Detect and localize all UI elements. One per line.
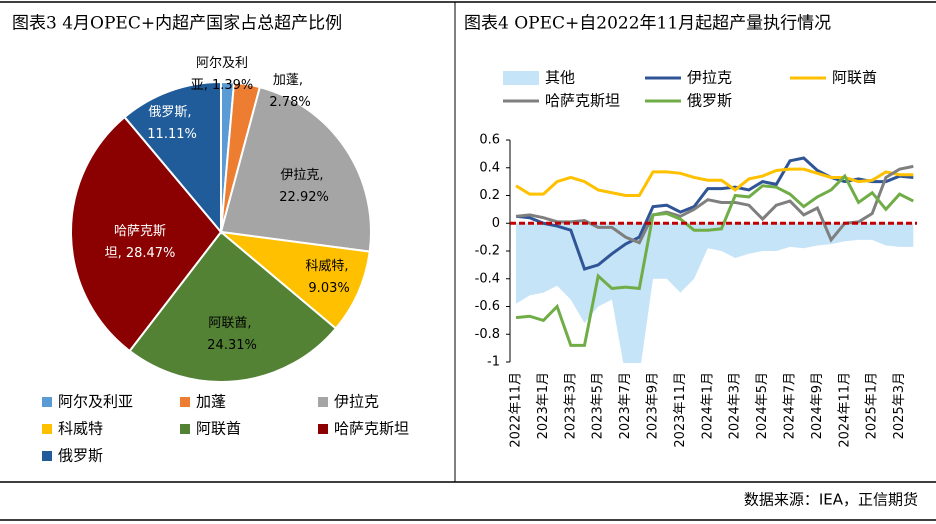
legend-label: 伊拉克 [334,393,379,411]
x-tick-label: 2023年1月 [536,372,551,439]
pie-slice [219,85,372,253]
x-tick-label: 2023年5月 [591,372,606,439]
pie-slice [128,230,338,383]
legend-label: 阿联酋 [196,420,241,438]
pie-slice [123,80,222,235]
plot [515,156,914,363]
legend-label: 俄罗斯 [687,92,732,110]
legend-swatch [318,397,328,407]
data-label: 哈萨克斯坦, 28.47% [105,224,176,261]
x-tick-label: 2022年11月 [509,372,524,448]
legend-swatch [180,397,190,407]
legend-swatch [180,424,190,434]
data-label: 伊拉克, 22.92% [275,168,329,205]
legend-swatch [42,397,52,407]
y-tick-label: -0.4 [475,271,500,286]
legend-swatch [42,451,52,461]
legend-label: 俄罗斯 [58,447,103,465]
x-tick-label: 2024年11月 [837,372,852,448]
x-tick-label: 2023年7月 [618,372,633,439]
pie-slice [217,230,371,330]
x-tick-label: 2023年3月 [563,372,578,439]
area [516,223,914,363]
x-tick-label: 2023年9月 [646,372,661,439]
legend-swatch [42,424,52,434]
pie-slice [70,115,223,353]
x-tick-label: 2025年3月 [892,372,907,439]
x-tick-label: 2024年1月 [700,372,715,439]
y-tick-label: 0.6 [479,133,500,148]
y-tick-label: 0 [492,216,500,231]
y-tick-label: -0.6 [475,299,500,314]
data-label: 科威特, 9.03% [304,259,349,296]
x-tick-label: 2024年5月 [755,372,770,439]
y-tick-label: 0.4 [479,160,500,175]
data-label: 俄罗斯, 11.11% [143,105,197,142]
legend-label: 加蓬 [196,393,226,411]
y-tick-label: 0.2 [479,188,500,203]
legend-label: 哈萨克斯坦 [334,420,409,438]
x-tick-label: 2025年1月 [865,372,880,439]
x-tick-label: 2024年7月 [783,372,798,439]
line [515,173,914,347]
x-tick-label: 2024年9月 [810,372,825,439]
legend-label: 科威特 [58,420,103,438]
chart-title: 图表4 OPEC+自2022年11月起超产量执行情况 [464,14,831,34]
chart-title: 图表3 4月OPEC+内超产国家占总超产比例 [12,14,342,34]
data-label: 阿联酋, 24.31% [203,315,257,353]
y-tick-label: -0.2 [475,244,500,259]
data-label: 加蓬, 2.78% [265,73,310,110]
legend-swatch [318,424,328,434]
source: 数据来源：IEA，正信期货 [744,491,918,509]
legend-label: 阿尔及利亚 [58,393,133,411]
x-tick-label: 2023年11月 [673,372,688,448]
x-tick-label: 2024年3月 [728,372,743,439]
y-tick-label: -0.8 [475,327,500,342]
legend-label: 其他 [545,69,575,87]
legend-label: 阿联酋 [832,69,877,87]
legend-swatch [503,71,539,85]
data-label: 阿尔及利亚, 1.39% [191,56,254,93]
legend-label: 哈萨克斯坦 [545,92,620,110]
legend-label: 伊拉克 [687,69,732,87]
y-tick-label: -1 [487,355,500,370]
